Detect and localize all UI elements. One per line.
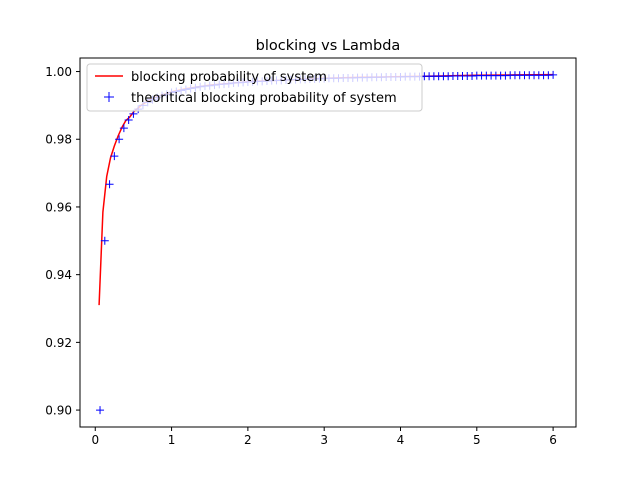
- x-tick-label: 6: [549, 433, 557, 447]
- y-tick-label: 0.96: [45, 200, 72, 214]
- data-point: [119, 124, 128, 133]
- data-point: [100, 236, 109, 245]
- data-point: [549, 70, 558, 79]
- legend-box: [86, 63, 423, 112]
- legend-label-theoretical: theoritical blocking probability of syst…: [131, 91, 397, 106]
- y-tick-label: 1.00: [45, 65, 72, 79]
- x-tick-label: 4: [397, 433, 405, 447]
- plot-area: [80, 58, 576, 427]
- y-tick-label: 0.94: [45, 268, 72, 282]
- data-point: [115, 135, 124, 144]
- axes-layer: 0 1 2 3 4 5 6 0.90 0.92 0.94 0.96 0.98 1.00: [45, 65, 557, 447]
- data-point: [110, 152, 119, 161]
- legend: blocking probability of system theoritic…: [86, 63, 423, 112]
- chart-title: blocking vs Lambda: [256, 38, 401, 54]
- x-tick-label: 2: [244, 433, 252, 447]
- data-point: [124, 115, 133, 124]
- data-point: [96, 406, 105, 415]
- y-tick-label: 0.98: [45, 133, 72, 147]
- x-tick-label: 1: [168, 433, 176, 447]
- y-tick-label: 0.90: [45, 404, 72, 418]
- plot-frame: [79, 57, 577, 428]
- legend-label-measured: blocking probability of system: [131, 70, 327, 85]
- data-point: [105, 180, 114, 189]
- x-tick-label: 0: [91, 433, 99, 447]
- y-tick-label: 0.92: [45, 336, 72, 350]
- legend-plus-swatch: [104, 92, 114, 102]
- x-tick-label: 3: [320, 433, 328, 447]
- x-tick-label: 5: [473, 433, 481, 447]
